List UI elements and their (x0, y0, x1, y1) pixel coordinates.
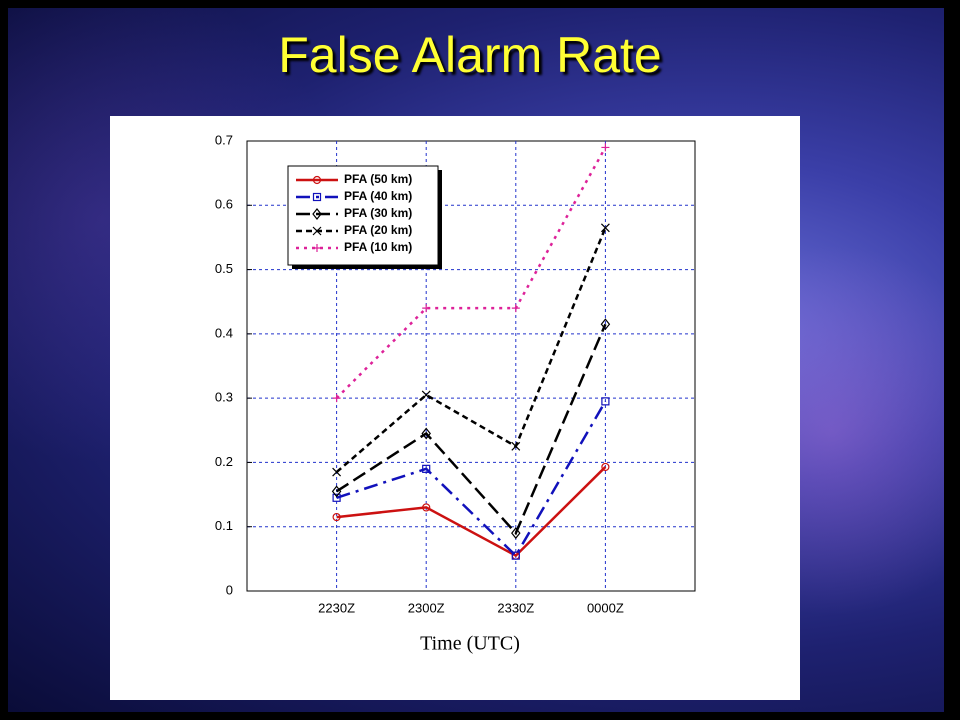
series-line (336, 400, 607, 558)
x-tick-label: 2230Z (318, 600, 355, 615)
data-point (600, 318, 611, 331)
y-tick-label: 0.1 (215, 518, 233, 533)
series-line (335, 323, 607, 536)
y-tick-label: 0.5 (215, 261, 233, 276)
data-point (421, 390, 431, 400)
slide-title: False Alarm Rate (278, 27, 662, 83)
x-axis-label: Time (UTC) (420, 633, 520, 655)
data-point (421, 427, 431, 440)
data-point (511, 551, 520, 560)
y-tick-label: 0.7 (215, 132, 233, 147)
chart-panel (110, 116, 800, 700)
data-point (601, 397, 610, 406)
legend-label: PFA (40 km) (344, 189, 412, 203)
data-point (511, 527, 521, 540)
y-tick-label: 0.6 (215, 197, 233, 212)
y-tick-label: 0.4 (215, 325, 233, 340)
plot-frame (246, 140, 696, 592)
y-tick-label: 0.3 (215, 390, 233, 405)
series-line (336, 466, 607, 558)
data-point (332, 394, 341, 403)
x-tick-label: 2300Z (408, 600, 445, 615)
legend-marker (313, 244, 321, 252)
x-tick-label: 0000Z (587, 600, 624, 615)
legend-marker (312, 175, 322, 185)
data-point (422, 304, 431, 313)
data-point (601, 143, 610, 152)
legend-label: PFA (30 km) (344, 206, 412, 220)
data-point (332, 512, 341, 522)
data-point (332, 467, 342, 477)
data-point (332, 493, 341, 502)
legend-label: PFA (10 km) (344, 240, 412, 254)
y-tick-label: 0 (226, 582, 233, 597)
legend-marker (312, 208, 322, 220)
data-point (601, 462, 610, 472)
y-tick-label: 0.2 (215, 454, 233, 469)
legend-marker (312, 192, 322, 202)
legend-label: PFA (50 km) (344, 172, 412, 186)
data-point (511, 304, 520, 313)
data-point (422, 503, 431, 512)
x-tick-label: 2330Z (497, 600, 534, 615)
legend-label: PFA (20 km) (344, 223, 412, 237)
data-point (331, 485, 342, 498)
legend-marker (312, 226, 322, 236)
data-point (511, 441, 521, 451)
data-point (422, 464, 431, 473)
data-point (600, 223, 610, 233)
